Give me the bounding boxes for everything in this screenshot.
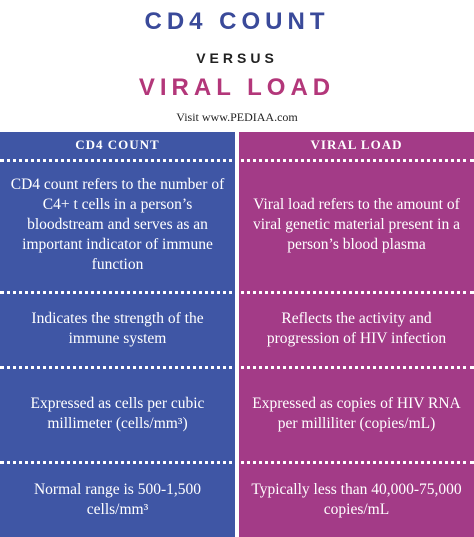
row-separator — [0, 461, 474, 464]
viral-load-column-background — [237, 132, 474, 537]
title-versus: VERSUS — [196, 50, 278, 66]
row-1-viral-load-cell: Viral load refers to the amount of viral… — [252, 196, 460, 253]
row-4-viral-load-cell: Typically less than 40,000-75,000 copies… — [251, 481, 462, 518]
header-cd4-count: CD4 COUNT — [75, 137, 160, 152]
row-4-cd4-cell: Normal range is 500-1,500 cells/mm³ — [33, 481, 202, 518]
title-viral-load: VIRAL LOAD — [138, 74, 336, 101]
title-cd4-count: CD4 COUNT — [144, 8, 330, 35]
cd4-column-background — [0, 132, 237, 537]
visit-website-text: Visit www.PEDIAA.com — [176, 110, 298, 124]
row-2-viral-load-cell: Reflects the activity and progression of… — [266, 310, 447, 347]
row-3-cd4-cell: Expressed as cells per cubic millimeter … — [30, 395, 205, 432]
row-2-cd4-cell: Indicates the strength of the immune sys… — [31, 310, 204, 347]
row-separator — [0, 291, 474, 294]
row-separator — [0, 366, 474, 369]
header-viral-load: VIRAL LOAD — [310, 137, 403, 152]
row-separator — [0, 159, 474, 162]
row-1-cd4-cell: CD4 count refers to the number of C4+ t … — [10, 176, 225, 273]
row-3-viral-load-cell: Expressed as copies of HIV RNA per milli… — [252, 395, 461, 432]
column-divider — [235, 132, 239, 537]
